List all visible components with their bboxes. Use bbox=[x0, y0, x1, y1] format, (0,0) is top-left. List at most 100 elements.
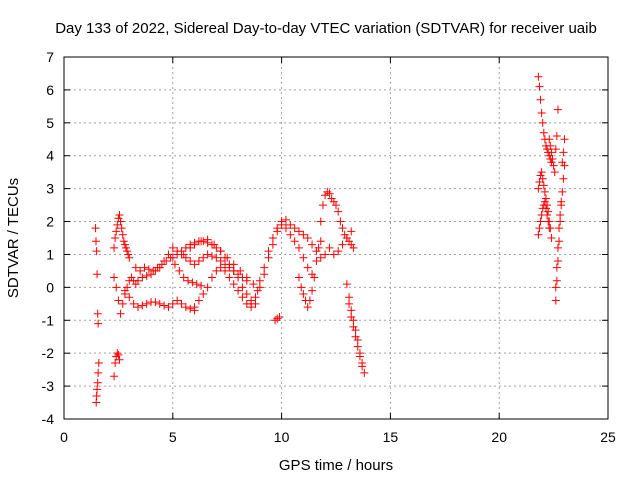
data-points bbox=[91, 72, 569, 407]
data-point bbox=[308, 240, 317, 249]
data-point bbox=[216, 263, 225, 272]
data-point bbox=[194, 257, 203, 266]
data-point bbox=[93, 385, 102, 394]
data-point bbox=[119, 237, 128, 246]
data-point bbox=[347, 312, 356, 321]
x-tick-label: 10 bbox=[274, 429, 290, 445]
data-point bbox=[559, 174, 568, 183]
data-point bbox=[541, 204, 550, 213]
axis-ticks: 0 5 10 15 20 25 -4 -3 -2 -1 0 1 2 3 4 5 6 7 bbox=[42, 49, 616, 445]
data-point bbox=[123, 247, 132, 256]
x-tick-label: 20 bbox=[491, 429, 507, 445]
data-point bbox=[151, 298, 160, 307]
data-point bbox=[247, 299, 256, 308]
plot-frame bbox=[63, 56, 609, 420]
data-point bbox=[120, 240, 129, 249]
data-point bbox=[168, 299, 177, 308]
data-point bbox=[142, 299, 151, 308]
data-point bbox=[325, 243, 334, 252]
data-point bbox=[268, 234, 277, 242]
data-point bbox=[212, 266, 221, 275]
data-point bbox=[286, 220, 295, 229]
data-point bbox=[349, 243, 358, 252]
data-point bbox=[547, 234, 556, 242]
x-tick-label: 5 bbox=[169, 429, 177, 445]
data-point bbox=[155, 263, 164, 272]
data-point bbox=[160, 301, 169, 310]
data-point bbox=[551, 296, 560, 305]
data-point bbox=[203, 283, 212, 292]
data-point bbox=[255, 276, 264, 285]
data-point bbox=[290, 237, 299, 246]
data-point bbox=[210, 240, 219, 249]
data-point bbox=[295, 243, 304, 252]
data-point bbox=[536, 217, 545, 226]
data-point bbox=[129, 299, 138, 308]
data-point bbox=[299, 230, 308, 239]
data-point bbox=[312, 257, 321, 266]
data-point bbox=[552, 131, 561, 140]
data-point bbox=[197, 237, 206, 246]
data-point bbox=[199, 289, 208, 298]
data-point bbox=[242, 273, 251, 282]
data-point bbox=[540, 197, 549, 206]
data-point bbox=[94, 319, 103, 328]
data-point bbox=[308, 286, 317, 295]
data-point bbox=[125, 293, 134, 302]
data-point bbox=[138, 301, 147, 310]
data-point bbox=[184, 276, 193, 285]
data-point bbox=[310, 273, 319, 282]
data-point bbox=[113, 349, 122, 358]
data-point bbox=[118, 230, 127, 239]
data-point bbox=[173, 296, 182, 305]
data-point bbox=[251, 293, 260, 302]
data-point bbox=[94, 359, 103, 368]
data-point bbox=[544, 217, 553, 226]
data-point bbox=[111, 234, 120, 242]
data-point bbox=[534, 230, 543, 239]
data-point bbox=[168, 253, 177, 262]
data-point bbox=[93, 378, 102, 387]
data-point bbox=[118, 299, 127, 308]
data-point bbox=[164, 303, 173, 312]
data-point bbox=[303, 263, 312, 272]
data-point bbox=[186, 243, 195, 252]
data-point bbox=[207, 252, 216, 261]
data-point bbox=[207, 273, 216, 282]
data-point bbox=[559, 148, 568, 157]
data-point bbox=[303, 303, 312, 312]
data-point bbox=[334, 207, 343, 216]
data-point bbox=[113, 220, 122, 229]
data-point bbox=[299, 289, 308, 298]
data-point bbox=[549, 161, 558, 170]
data-point bbox=[295, 273, 304, 282]
data-point bbox=[286, 230, 295, 239]
data-point bbox=[345, 299, 354, 308]
data-point bbox=[199, 253, 208, 262]
data-point bbox=[212, 253, 221, 262]
data-point bbox=[190, 260, 199, 269]
data-point bbox=[338, 240, 347, 249]
data-point bbox=[534, 72, 543, 81]
data-point bbox=[260, 263, 269, 272]
data-point bbox=[120, 286, 129, 295]
data-point bbox=[229, 260, 238, 269]
data-point bbox=[115, 210, 124, 219]
data-point bbox=[164, 250, 173, 259]
data-point bbox=[93, 270, 102, 279]
data-point bbox=[179, 250, 188, 259]
data-point bbox=[555, 237, 564, 246]
data-point bbox=[117, 224, 126, 233]
data-point bbox=[538, 118, 547, 127]
data-point bbox=[133, 276, 142, 285]
data-point bbox=[203, 235, 212, 244]
data-point bbox=[546, 141, 555, 150]
data-point bbox=[234, 286, 243, 295]
y-tick-label: -4 bbox=[42, 411, 55, 427]
data-point bbox=[297, 283, 306, 292]
data-point bbox=[336, 217, 345, 226]
data-point bbox=[535, 82, 544, 91]
data-point bbox=[192, 280, 201, 289]
data-point bbox=[305, 296, 314, 305]
data-point bbox=[242, 289, 251, 298]
